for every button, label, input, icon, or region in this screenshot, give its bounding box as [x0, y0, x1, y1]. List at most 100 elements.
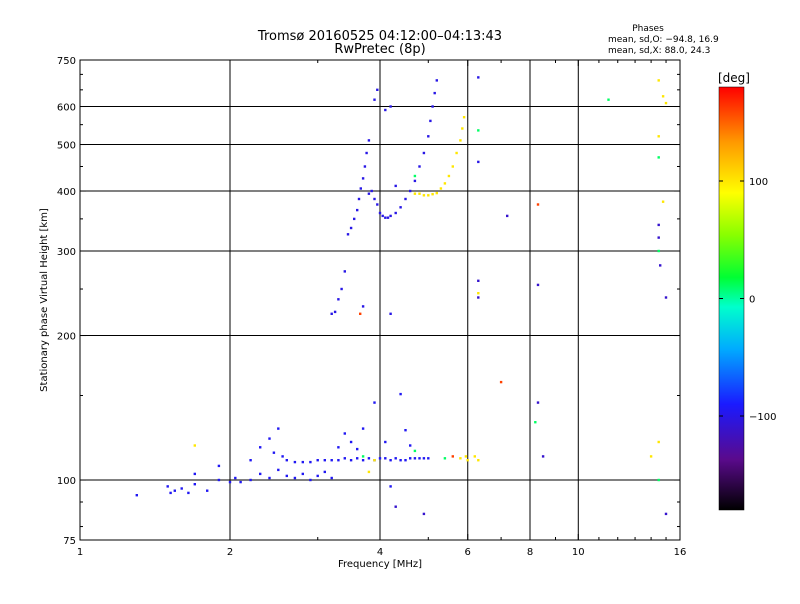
- data-point: [657, 478, 660, 482]
- y-tick-label: 300: [57, 247, 76, 258]
- data-point: [361, 455, 365, 458]
- data-point: [536, 283, 540, 287]
- data-point: [367, 139, 371, 142]
- x-tick-label: 4: [377, 547, 383, 558]
- data-point: [661, 95, 665, 98]
- data-point: [323, 459, 326, 462]
- data-point: [281, 455, 284, 458]
- data-point: [361, 177, 365, 180]
- data-point: [399, 392, 402, 396]
- data-point: [135, 494, 138, 497]
- gridlines: [80, 60, 680, 540]
- data-point: [333, 310, 337, 314]
- x-axis-label: Frequency [MHz]: [338, 559, 422, 570]
- stats-heading: Phases: [632, 24, 664, 34]
- colorbar-tick-label: 100: [749, 177, 768, 188]
- colorbar-tick-label: −100: [749, 412, 776, 423]
- data-point: [664, 101, 668, 105]
- data-point: [301, 472, 304, 476]
- stats-x-mode: mean, sd,X: 88.0, 24.3: [608, 46, 710, 56]
- data-point: [404, 197, 407, 201]
- data-point: [359, 187, 362, 190]
- data-point: [343, 270, 346, 273]
- data-point: [389, 214, 392, 218]
- data-point: [477, 296, 480, 299]
- data-point: [462, 116, 466, 119]
- data-point: [422, 512, 426, 516]
- data-point: [259, 472, 262, 476]
- data-point: [268, 476, 271, 480]
- data-point: [664, 296, 668, 299]
- data-point: [404, 459, 407, 462]
- data-point: [330, 476, 333, 480]
- data-point: [477, 292, 480, 295]
- data-point: [343, 432, 346, 435]
- data-point: [373, 98, 376, 101]
- data-point: [376, 203, 379, 206]
- data-point: [536, 203, 540, 206]
- data-point: [337, 298, 340, 301]
- data-point: [431, 193, 434, 196]
- data-point: [378, 457, 382, 460]
- data-point: [249, 478, 252, 482]
- data-point: [389, 105, 392, 108]
- data-point: [657, 236, 660, 239]
- data-point: [418, 165, 421, 168]
- data-point: [373, 401, 376, 404]
- data-point: [477, 459, 480, 462]
- data-point: [309, 478, 312, 482]
- data-point: [427, 457, 430, 460]
- data-point: [657, 79, 660, 82]
- data-point: [357, 197, 361, 201]
- data-point: [427, 194, 430, 197]
- data-point: [361, 305, 365, 308]
- data-point: [413, 192, 417, 195]
- data-point: [422, 151, 426, 155]
- data-point: [376, 88, 379, 91]
- data-point: [661, 200, 665, 203]
- data-points: [135, 76, 668, 516]
- data-point: [384, 108, 387, 112]
- data-point: [301, 460, 304, 464]
- data-point: [409, 457, 412, 460]
- data-point: [367, 470, 371, 474]
- data-point: [349, 226, 353, 230]
- data-point: [657, 223, 660, 227]
- x-tick-label: 16: [674, 547, 687, 558]
- data-point: [169, 491, 172, 495]
- y-tick-label: 500: [57, 141, 76, 152]
- data-point: [473, 455, 476, 458]
- x-tick-label: 1: [77, 547, 83, 558]
- data-point: [384, 457, 387, 460]
- data-point: [349, 459, 353, 462]
- data-point: [193, 483, 196, 486]
- data-point: [363, 165, 367, 168]
- data-point: [367, 192, 371, 195]
- x-tick-label: 6: [465, 547, 471, 558]
- data-point: [365, 151, 368, 155]
- x-axis: 1 2 4 6 8 10 16: [77, 60, 687, 558]
- data-point: [389, 312, 392, 315]
- data-point: [293, 460, 297, 464]
- data-point: [466, 459, 469, 462]
- y-tick-label: 100: [57, 476, 76, 487]
- data-point: [455, 151, 458, 155]
- data-point: [536, 401, 540, 404]
- data-point: [337, 446, 340, 449]
- data-point: [413, 449, 417, 453]
- data-point: [413, 174, 417, 178]
- data-point: [356, 457, 359, 460]
- data-point: [268, 437, 271, 440]
- data-point: [422, 194, 426, 197]
- data-point: [429, 119, 432, 123]
- data-point: [433, 91, 436, 95]
- data-point: [193, 444, 196, 447]
- data-point: [384, 440, 387, 444]
- data-point: [373, 459, 376, 462]
- data-point: [413, 457, 417, 460]
- data-point: [259, 446, 262, 449]
- data-point: [277, 468, 280, 472]
- data-point: [272, 451, 276, 454]
